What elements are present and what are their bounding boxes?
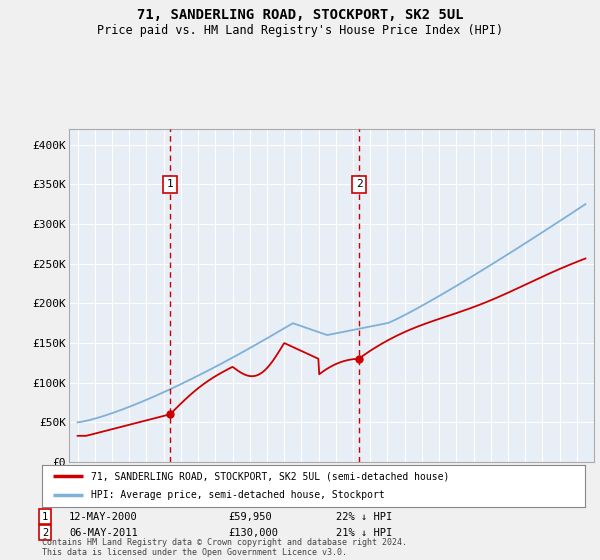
- Text: £59,950: £59,950: [228, 512, 272, 522]
- Text: 2: 2: [356, 179, 362, 189]
- Text: Contains HM Land Registry data © Crown copyright and database right 2024.
This d: Contains HM Land Registry data © Crown c…: [42, 538, 407, 557]
- Text: 21% ↓ HPI: 21% ↓ HPI: [336, 528, 392, 538]
- Text: 1: 1: [166, 179, 173, 189]
- Text: 1: 1: [42, 512, 48, 522]
- Text: 71, SANDERLING ROAD, STOCKPORT, SK2 5UL (semi-detached house): 71, SANDERLING ROAD, STOCKPORT, SK2 5UL …: [91, 471, 449, 481]
- Text: 71, SANDERLING ROAD, STOCKPORT, SK2 5UL: 71, SANDERLING ROAD, STOCKPORT, SK2 5UL: [137, 8, 463, 22]
- Text: 22% ↓ HPI: 22% ↓ HPI: [336, 512, 392, 522]
- Text: 06-MAY-2011: 06-MAY-2011: [69, 528, 138, 538]
- Text: 2: 2: [42, 528, 48, 538]
- Text: HPI: Average price, semi-detached house, Stockport: HPI: Average price, semi-detached house,…: [91, 491, 385, 501]
- Text: Price paid vs. HM Land Registry's House Price Index (HPI): Price paid vs. HM Land Registry's House …: [97, 24, 503, 36]
- Text: 12-MAY-2000: 12-MAY-2000: [69, 512, 138, 522]
- Text: £130,000: £130,000: [228, 528, 278, 538]
